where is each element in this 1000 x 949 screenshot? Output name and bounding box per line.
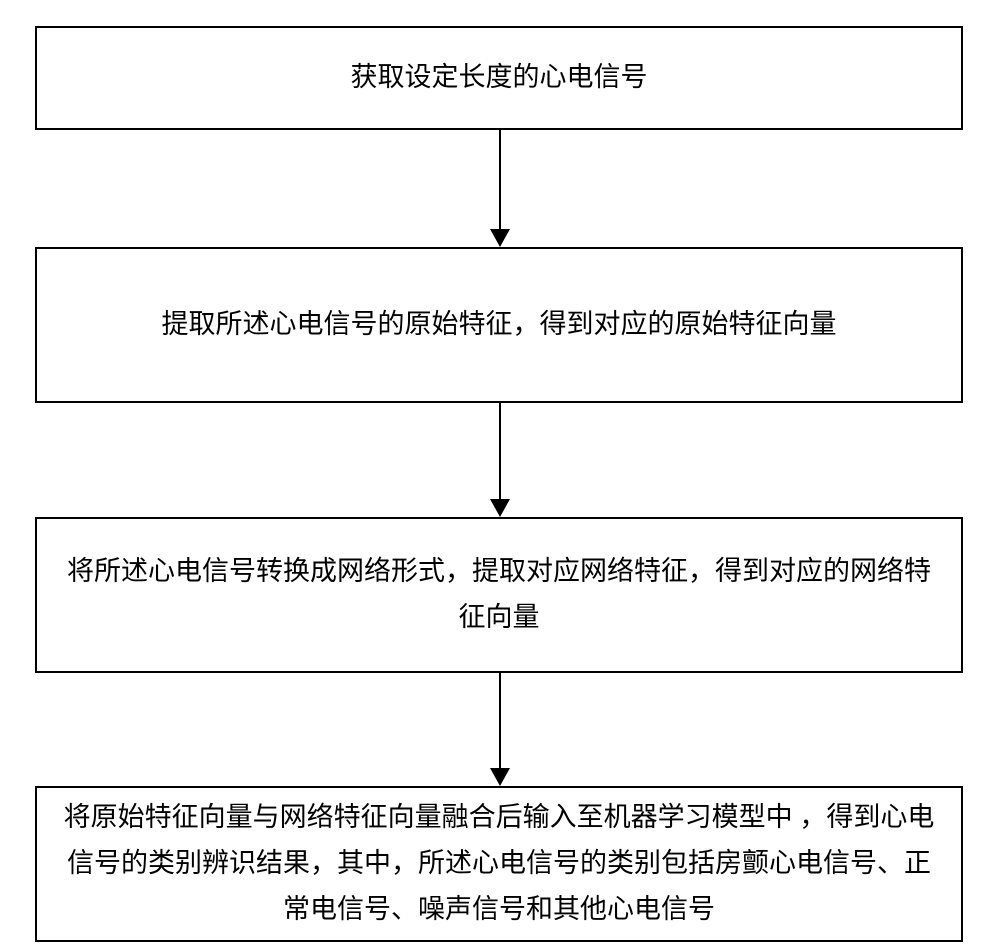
flow-edge-3-head (490, 768, 510, 786)
flow-node-4: 将原始特征向量与网络特征向量融合后输入至机器学习模型中 ，得到心电信号的类别辨识… (35, 786, 963, 942)
flow-node-1: 获取设定长度的心电信号 (35, 26, 963, 130)
flow-edge-1-line (499, 130, 501, 229)
flow-node-1-label: 获取设定长度的心电信号 (57, 55, 941, 101)
flow-node-2-label: 提取所述心电信号的原始特征，得到对应的原始特征向量 (57, 302, 941, 348)
flow-node-4-label: 将原始特征向量与网络特征向量融合后输入至机器学习模型中 ，得到心电信号的类别辨识… (57, 795, 941, 933)
flow-edge-3-line (499, 673, 501, 768)
flow-node-2: 提取所述心电信号的原始特征，得到对应的原始特征向量 (35, 247, 963, 403)
flowchart-canvas: 获取设定长度的心电信号 提取所述心电信号的原始特征，得到对应的原始特征向量 将所… (0, 0, 1000, 949)
flow-edge-1-head (490, 229, 510, 247)
flow-edge-2-line (499, 403, 501, 499)
flow-node-3-label: 将所述心电信号转换成网络形式，提取对应网络特征，得到对应的网络特征向量 (57, 549, 941, 641)
flow-node-3: 将所述心电信号转换成网络形式，提取对应网络特征，得到对应的网络特征向量 (35, 517, 963, 673)
flow-edge-2-head (490, 499, 510, 517)
